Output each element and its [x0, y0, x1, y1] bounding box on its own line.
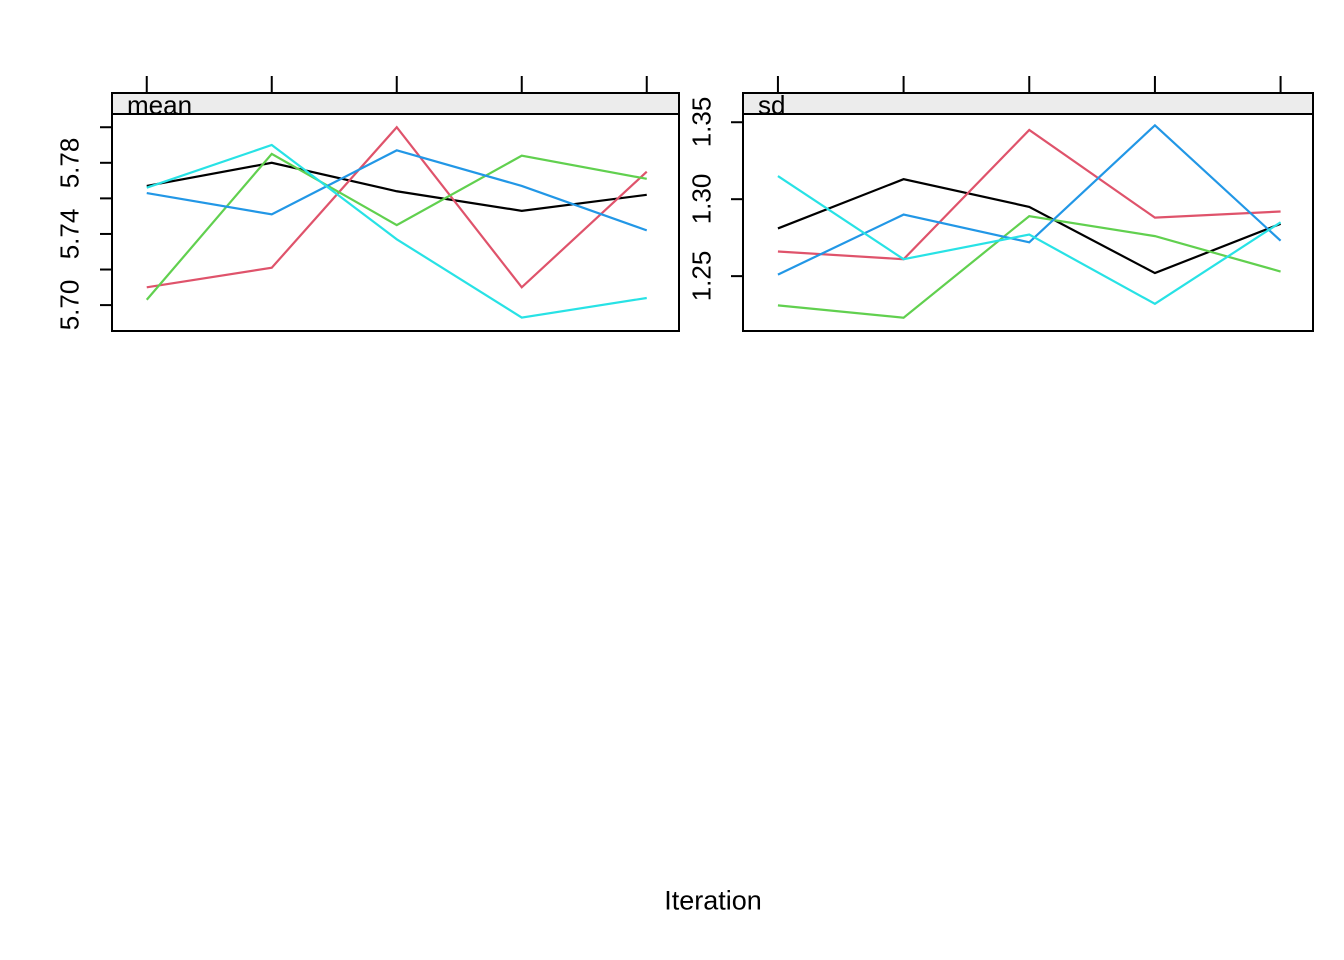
- y-tick-label-sd-1-30: 1.30: [686, 173, 717, 225]
- panel-strip-mean: mean: [111, 92, 680, 118]
- y-tick-label-mean-5-70: 5.70: [54, 279, 85, 331]
- x-axis-label: Iteration: [664, 885, 762, 916]
- y-tick-label-mean-5-74: 5.74: [54, 208, 85, 260]
- panel-plot-area-sd: [742, 113, 1314, 332]
- panel-strip-sd: sd: [742, 92, 1314, 118]
- y-tick-label-sd-1-35: 1.35: [686, 96, 717, 148]
- y-tick-label-sd-1-25: 1.25: [686, 250, 717, 302]
- panel-plot-area-mean: [111, 113, 680, 332]
- y-tick-label-mean-5-78: 5.78: [54, 137, 85, 189]
